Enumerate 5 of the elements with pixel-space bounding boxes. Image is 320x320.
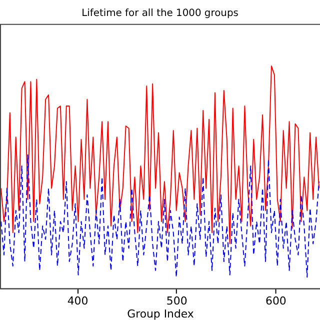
x-tick-label: 500 [166, 294, 188, 308]
x-tick-label: 600 [265, 294, 286, 308]
x-axis-title: Group Index [127, 308, 194, 320]
x-tick-label: 400 [67, 294, 88, 308]
chart-title: Lifetime for all the 1000 groups [82, 8, 238, 19]
